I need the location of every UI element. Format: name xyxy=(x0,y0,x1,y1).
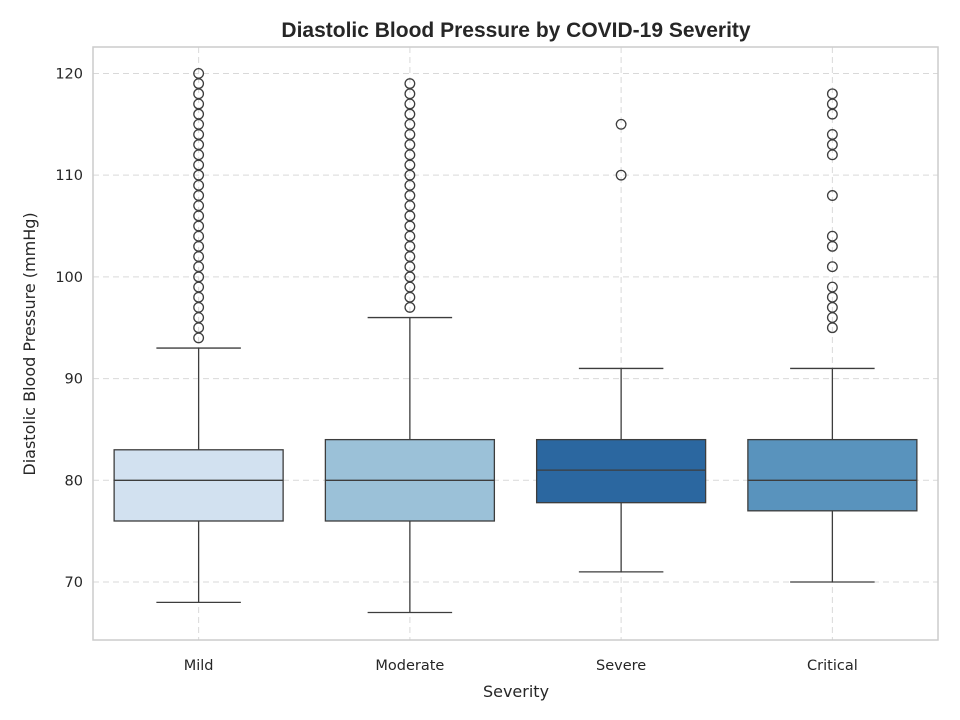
box-mild xyxy=(113,449,284,522)
outlier-point xyxy=(826,129,838,140)
y-tick-label: 90 xyxy=(65,372,83,388)
outlier-point xyxy=(615,118,627,130)
chart-title: Diastolic Blood Pressure by COVID-19 Sev… xyxy=(281,19,750,42)
y-tick-label: 110 xyxy=(55,168,83,184)
x-axis-label: Severity xyxy=(483,682,549,701)
outlier-point xyxy=(826,261,838,273)
outlier-point xyxy=(826,88,838,100)
outlier-point xyxy=(826,190,838,201)
x-tick-label: Severe xyxy=(596,658,646,674)
box-critical xyxy=(747,438,918,512)
x-tick-label: Critical xyxy=(807,658,858,674)
outlier-point xyxy=(193,67,205,79)
outlier-point xyxy=(404,78,416,90)
y-tick-label: 100 xyxy=(55,270,83,286)
plot-area: 70 80 90 100 110 120 Mild Moderate Severe Critica… xyxy=(55,46,939,674)
outlier-point xyxy=(826,281,838,293)
y-axis-label: Diastolic Blood Pressure (mmHg) xyxy=(20,212,39,475)
x-tick-label: Mild xyxy=(184,658,214,674)
y-tick-label: 120 xyxy=(55,66,83,82)
plot-frame xyxy=(92,46,939,641)
y-tick-label: 70 xyxy=(65,575,83,591)
x-tick-label: Moderate xyxy=(375,658,444,674)
outlier-point xyxy=(615,169,627,181)
box-severe xyxy=(535,438,707,504)
y-tick-label: 80 xyxy=(65,473,83,489)
plot-background xyxy=(93,47,938,640)
outlier-point xyxy=(826,230,838,242)
